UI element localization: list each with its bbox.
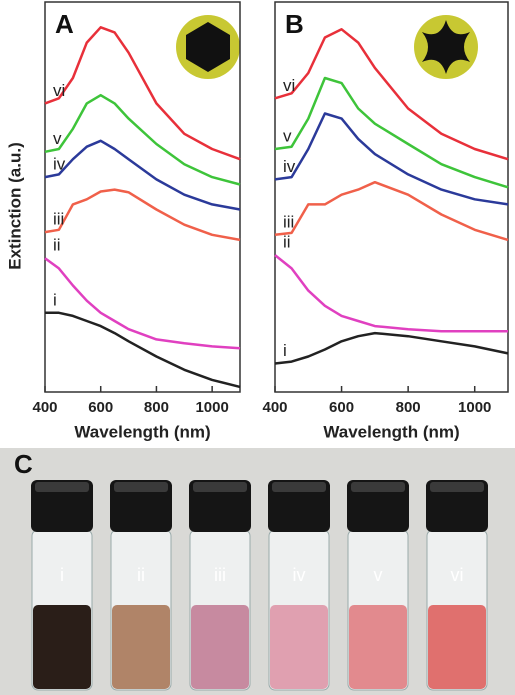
vial-cap — [426, 480, 488, 532]
curve-label: iv — [283, 157, 296, 176]
spectrum-line — [44, 139, 241, 211]
vial-cap-top — [430, 482, 484, 492]
curve-label: vi — [283, 76, 295, 95]
spectrum-line — [45, 311, 241, 389]
curve-label: v — [53, 129, 62, 148]
vial-cap — [189, 480, 251, 532]
vial-cap-top — [193, 482, 247, 492]
vial-label: iii — [214, 565, 226, 585]
spectrum-line — [44, 257, 241, 350]
vial-liquid — [428, 605, 486, 689]
panel-label: C — [14, 449, 33, 479]
vial: ii — [110, 480, 172, 691]
curve-label: i — [283, 341, 287, 360]
curve-label: iii — [53, 210, 64, 229]
x-tick-label: 1000 — [458, 399, 491, 416]
spectrum-line — [44, 93, 241, 186]
curve-label: ii — [283, 233, 291, 252]
vial-cap — [268, 480, 330, 532]
x-tick-label: 400 — [32, 399, 57, 416]
spectrum-line — [44, 188, 241, 242]
panel-label: B — [285, 9, 304, 39]
vial-label: vi — [451, 565, 464, 585]
vial-label: iv — [293, 565, 306, 585]
vial-label: i — [60, 565, 64, 585]
vial-liquid — [191, 605, 249, 689]
vial-label: ii — [137, 565, 145, 585]
inset-hexagon — [176, 15, 240, 79]
vial-liquid — [349, 605, 407, 689]
curve-label: iii — [283, 212, 294, 231]
vial: i — [31, 480, 93, 691]
vial-label: v — [374, 565, 383, 585]
spectrum-line — [44, 26, 241, 161]
vial-cap — [31, 480, 93, 532]
vial: v — [347, 480, 409, 691]
curve-label: i — [53, 290, 57, 309]
spectrum-line — [274, 254, 508, 333]
vial-cap-top — [351, 482, 405, 492]
inset-star — [414, 15, 478, 79]
vial-cap-top — [35, 482, 89, 492]
panel-label: A — [55, 9, 74, 39]
curve-label: vi — [53, 81, 65, 100]
vial-liquid — [270, 605, 328, 689]
vial-cap — [347, 480, 409, 532]
y-axis-label: Extinction (a.u.) — [5, 142, 24, 270]
x-tick-label: 400 — [262, 399, 287, 416]
plot-frame — [44, 1, 241, 393]
spectrum-line — [274, 76, 509, 189]
x-axis-label: Wavelength (nm) — [74, 422, 210, 441]
vial-cap-top — [114, 482, 168, 492]
x-axis-label: Wavelength (nm) — [323, 422, 459, 441]
vial: iii — [189, 480, 251, 691]
x-tick-label: 600 — [88, 399, 113, 416]
plot-frame — [274, 1, 509, 393]
vial-cap — [110, 480, 172, 532]
spectrum-line — [274, 180, 509, 242]
vial-cap-top — [272, 482, 326, 492]
x-tick-label: 1000 — [195, 399, 228, 416]
spectrum-line — [274, 28, 509, 161]
x-tick-label: 800 — [396, 399, 421, 416]
curve-label: iv — [53, 155, 66, 174]
vial-liquid — [33, 605, 91, 689]
x-tick-label: 600 — [329, 399, 354, 416]
x-tick-label: 800 — [144, 399, 169, 416]
vial: vi — [426, 480, 488, 691]
vial-liquid — [112, 605, 170, 689]
curve-label: ii — [53, 236, 61, 255]
spectrum-line — [274, 331, 509, 365]
spectrum-line — [274, 112, 509, 206]
curve-label: v — [283, 127, 292, 146]
vial: iv — [268, 480, 330, 691]
